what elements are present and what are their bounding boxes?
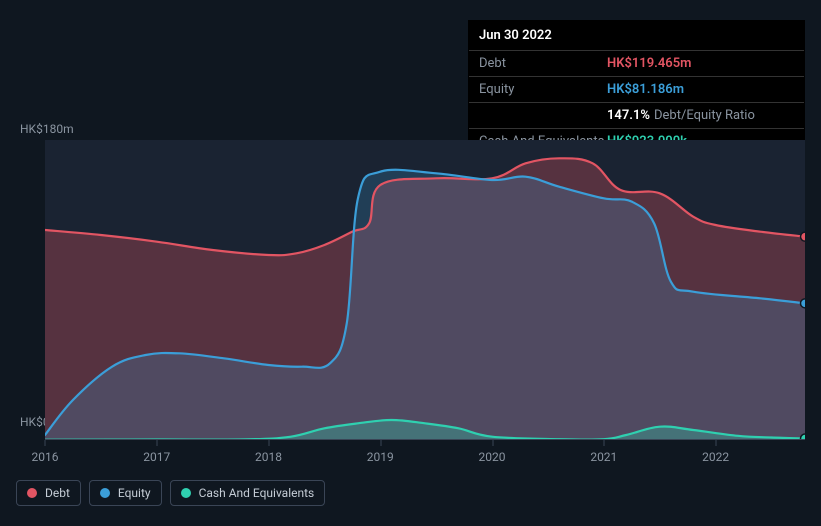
tooltip-label [479, 108, 607, 123]
x-axis: 2016201720182019202020212022 [45, 440, 805, 470]
legend-label: Cash And Equivalents [199, 486, 315, 500]
tooltip-label: Equity [479, 82, 607, 97]
plot-area[interactable] [45, 140, 805, 440]
legend-swatch [181, 488, 191, 498]
x-tick: 2018 [255, 440, 282, 464]
tooltip-row-debt: Debt HK$119.465m [469, 51, 804, 77]
tooltip-value: 147.1%Debt/Equity Ratio [607, 108, 755, 123]
legend-label: Equity [118, 486, 151, 500]
x-tick: 2019 [367, 440, 394, 464]
tooltip-date: Jun 30 2022 [469, 21, 804, 51]
legend-swatch [100, 488, 110, 498]
x-tick: 2021 [590, 440, 617, 464]
legend: Debt Equity Cash And Equivalents [16, 480, 325, 506]
legend-item-debt[interactable]: Debt [16, 480, 81, 506]
chart-tooltip: Jun 30 2022 Debt HK$119.465m Equity HK$8… [468, 20, 805, 155]
y-axis-label-max: HK$180m [20, 122, 74, 136]
legend-swatch [27, 488, 37, 498]
x-tick: 2016 [32, 440, 59, 464]
tooltip-row-ratio: 147.1%Debt/Equity Ratio [469, 103, 804, 129]
legend-item-equity[interactable]: Equity [89, 480, 162, 506]
x-tick: 2017 [143, 440, 170, 464]
tooltip-row-equity: Equity HK$81.186m [469, 77, 804, 103]
tooltip-label: Debt [479, 56, 607, 71]
tooltip-value: HK$119.465m [607, 56, 691, 71]
tooltip-value: HK$81.186m [607, 82, 684, 97]
legend-label: Debt [45, 486, 70, 500]
x-tick: 2022 [702, 440, 729, 464]
legend-item-cash[interactable]: Cash And Equivalents [170, 480, 326, 506]
x-tick: 2020 [479, 440, 506, 464]
